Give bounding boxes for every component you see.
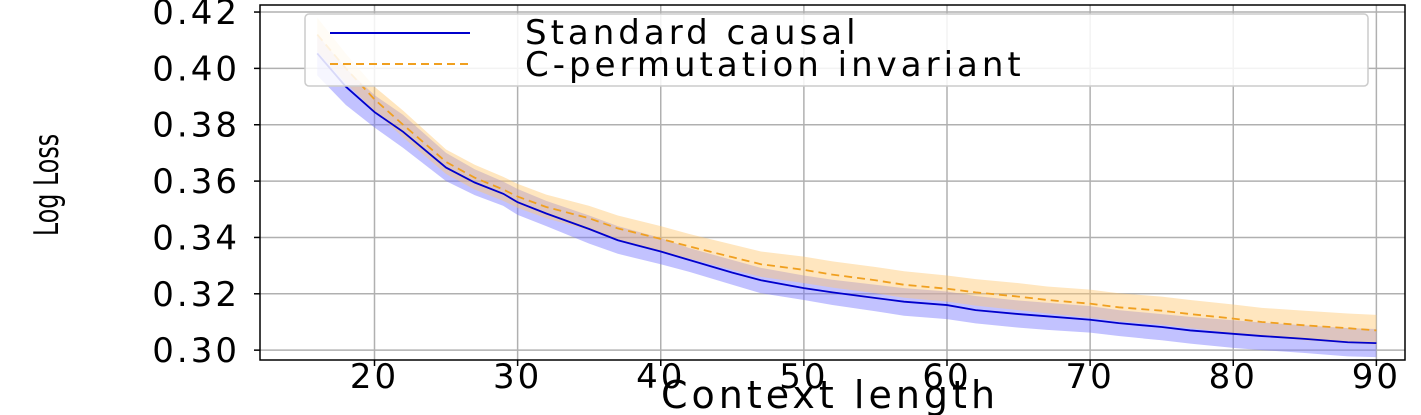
confidence-bands xyxy=(317,17,1377,358)
band-standard-causal xyxy=(317,34,1377,358)
line-c-permutation-invariant xyxy=(316,34,1377,332)
x-tick-label: 20 xyxy=(350,357,399,397)
x-tick-label: 50 xyxy=(779,357,828,397)
legend: Standard causal C-permutation invariant xyxy=(304,13,1369,87)
y-tick-label: 0.38 xyxy=(152,106,240,146)
plot-frame xyxy=(259,4,1406,361)
legend-box xyxy=(304,13,1369,87)
x-tick-labels: 20 30 40 50 60 70 80 90 xyxy=(350,357,1401,397)
y-axis-label: Log Loss xyxy=(27,134,66,236)
x-tick-label: 70 xyxy=(1065,357,1114,397)
y-tick-label: 0.40 xyxy=(152,49,240,89)
x-tick-label: 30 xyxy=(493,357,542,397)
y-tick-label: 0.42 xyxy=(152,0,240,33)
x-tick-label: 40 xyxy=(636,357,685,397)
band-c-permutation-invariant xyxy=(317,17,1377,345)
legend-label-c-permutation-invariant: C-permutation invariant xyxy=(525,45,1025,85)
line-standard-causal xyxy=(316,52,1377,344)
x-axis-label: Context length xyxy=(661,373,999,415)
series-lines xyxy=(316,34,1377,344)
legend-label-standard-causal: Standard causal xyxy=(525,13,860,53)
y-tick-labels: 0.30 0.32 0.34 0.36 0.38 0.40 0.42 xyxy=(152,0,240,371)
x-tick-label: 60 xyxy=(922,357,971,397)
x-tick-label: 90 xyxy=(1352,357,1401,397)
y-tick-label: 0.32 xyxy=(152,275,240,315)
x-tick-label: 80 xyxy=(1209,357,1258,397)
y-tick-label: 0.30 xyxy=(152,331,240,371)
y-tick-label: 0.34 xyxy=(152,218,240,258)
y-tick-label: 0.36 xyxy=(152,162,240,202)
